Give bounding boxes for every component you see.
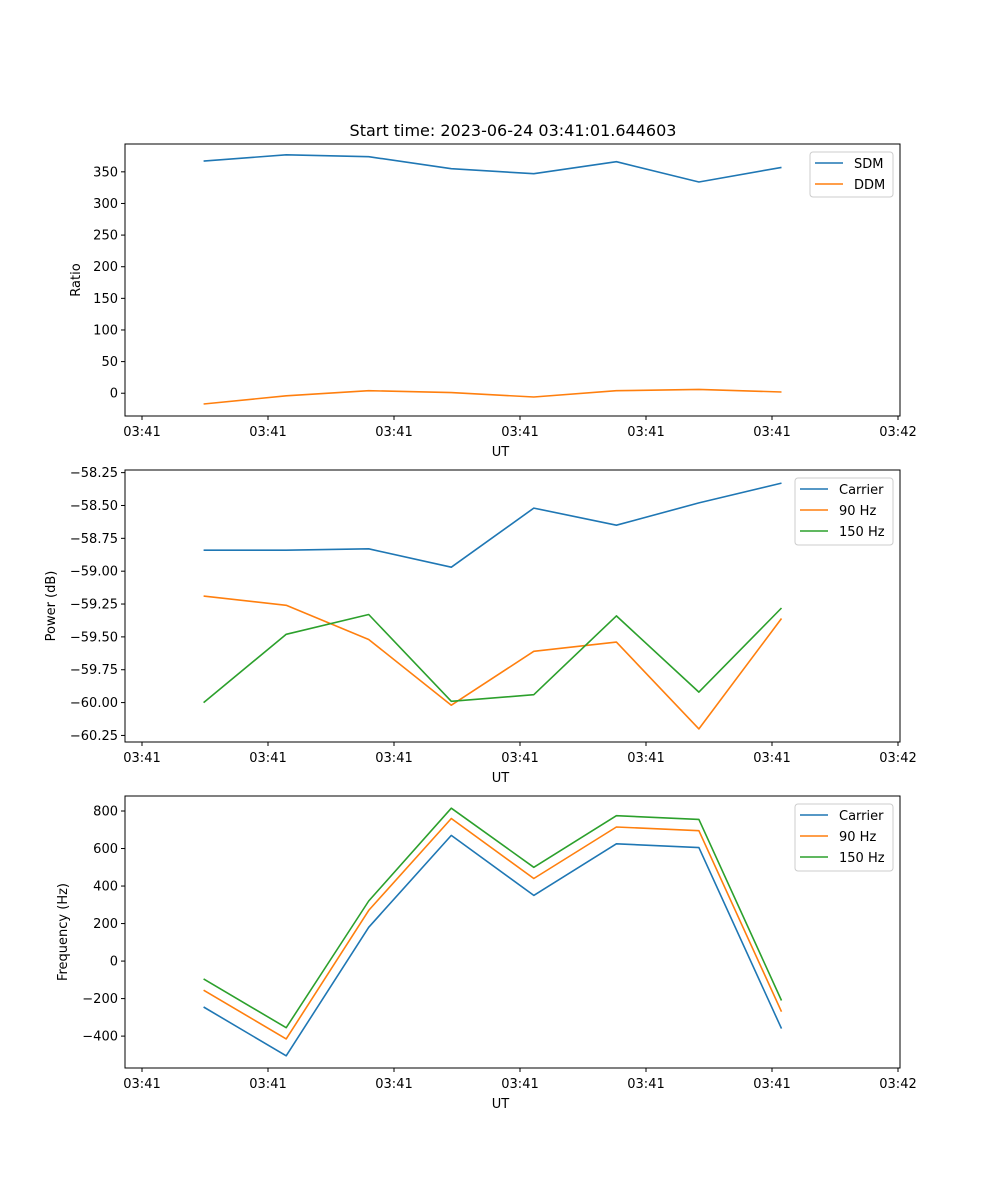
legend-label-3-1: Carrier [839,809,884,824]
series-line-1-2 [203,388,782,405]
series-line-1-1 [203,154,782,183]
y-tick-label-2-5: −59.25 [70,598,118,613]
y-tick-label-1-8: 350 [93,165,118,180]
x-tick-label-2-7: 03:42 [879,751,916,766]
chart-panel-3: 03:41 03:41 03:41 03:41 03:41 03:41 03:42 −400 −… [56,795,917,1112]
chart-panel-1: 03:41 03:41 03:41 03:41 03:41 03:41 03:42 0 50 10… [69,143,917,460]
y-tick-label-3-5: 400 [93,880,118,895]
legend-label-1-2: DDM [854,178,885,193]
series-line-2-2 [203,595,783,730]
y-tick-label-2-2: −60.00 [70,696,118,711]
y-tick-label-2-1: −60.25 [70,729,118,744]
x-tick-label-1-7: 03:42 [879,425,916,440]
y-tick-label-1-6: 250 [93,229,118,244]
legend-label-2-2: 90 Hz [839,504,876,519]
legend-box-3 [794,803,894,872]
x-tick-label-1-2: 03:41 [249,425,286,440]
y-tick-label-3-3: 0 [110,955,118,970]
series-line-3-3 [203,807,783,1029]
x-tick-label-2-3: 03:41 [375,751,412,766]
axes-frame-3 [124,795,901,1069]
y-tick-label-1-3: 100 [93,323,118,338]
x-tick-label-1-4: 03:41 [501,425,538,440]
y-tick-label-3-1: −400 [82,1030,118,1045]
x-tick-label-3-5: 03:41 [627,1077,664,1092]
x-tick-label-3-4: 03:41 [501,1077,538,1092]
chart-panel-2: 03:41 03:41 03:41 03:41 03:41 03:41 03:42 −60.2… [44,466,917,786]
legend-box-2 [794,477,894,546]
x-axis-label-3: UT [492,1097,510,1112]
y-tick-label-3-4: 200 [93,917,118,932]
x-tick-label-1-6: 03:41 [753,425,790,440]
y-tick-label-2-4: −59.50 [70,630,118,645]
y-axis-label-1: Ratio [69,263,84,296]
legend-label-3-2: 90 Hz [839,830,876,845]
series-line-2-3 [203,607,783,704]
x-axis-label-1: UT [492,445,510,460]
charts: 03:41 03:41 03:41 03:41 03:41 03:41 03:42 0 50 10… [44,143,917,1112]
y-tick-label-3-6: 600 [93,842,118,857]
y-tick-label-2-3: −59.75 [70,663,118,678]
y-tick-label-2-6: −59.00 [70,565,118,580]
y-axis-label-3: Frequency (Hz) [56,883,71,981]
x-tick-label-1-1: 03:41 [123,425,160,440]
y-tick-label-3-7: 800 [93,805,118,820]
x-tick-label-1-3: 03:41 [375,425,412,440]
y-tick-label-1-5: 200 [93,260,118,275]
x-tick-label-2-6: 03:41 [753,751,790,766]
x-axis-label-2: UT [492,771,510,786]
legend-label-3-3: 150 Hz [839,851,885,866]
axes-frame-1 [124,143,901,417]
x-tick-label-2-1: 03:41 [123,751,160,766]
x-tick-label-2-2: 03:41 [249,751,286,766]
y-tick-label-1-7: 300 [93,197,118,212]
series-line-3-1 [203,834,783,1057]
x-tick-label-2-5: 03:41 [627,751,664,766]
y-tick-label-2-9: −58.25 [70,466,118,481]
x-tick-label-1-5: 03:41 [627,425,664,440]
x-tick-label-2-4: 03:41 [501,751,538,766]
legend-label-2-3: 150 Hz [839,525,885,540]
x-tick-label-3-2: 03:41 [249,1077,286,1092]
series-line-3-2 [203,817,783,1040]
y-tick-label-3-2: −200 [82,992,118,1007]
series-line-2-1 [203,482,782,569]
axes-frame-2 [124,469,901,743]
y-axis-label-2: Power (dB) [44,571,59,642]
y-tick-label-2-7: −58.75 [70,532,118,547]
x-tick-label-3-1: 03:41 [123,1077,160,1092]
y-tick-label-2-8: −58.50 [70,499,118,514]
figure-title: Start time: 2023-06-24 03:41:01.644603 [350,121,677,140]
x-tick-label-3-6: 03:41 [753,1077,790,1092]
x-tick-label-3-3: 03:41 [375,1077,412,1092]
y-tick-label-1-4: 150 [93,292,118,307]
y-tick-label-1-1: 0 [110,387,118,402]
legend-label-1-1: SDM [854,157,883,172]
legend-label-2-1: Carrier [839,483,884,498]
y-tick-label-1-2: 50 [101,355,118,370]
x-tick-label-3-7: 03:42 [879,1077,916,1092]
